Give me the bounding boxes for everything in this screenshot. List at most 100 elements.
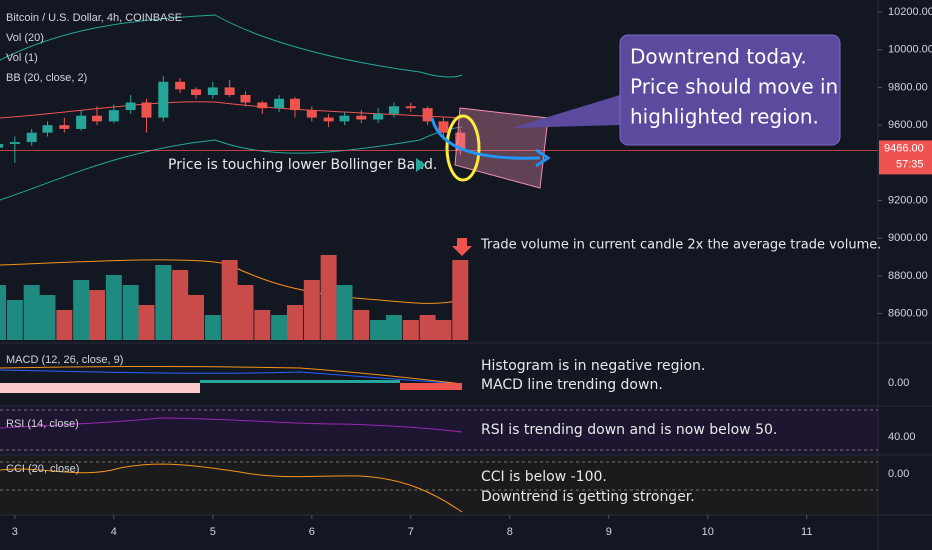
volume-bar: [435, 320, 452, 340]
candle-body: [92, 115, 103, 122]
x-tick-label: 6: [309, 526, 315, 538]
volume-bar: [204, 315, 221, 340]
x-tick-label: 4: [111, 526, 117, 538]
candle-body: [224, 87, 235, 95]
volume-bar: [254, 310, 271, 340]
candle-body: [323, 117, 334, 122]
callout-line: Downtrend today.: [630, 45, 807, 69]
volume-bar: [138, 305, 155, 340]
volume-bar: [402, 320, 419, 340]
callout-line: Price should move in: [630, 75, 838, 99]
x-tick-label: 5: [210, 526, 216, 538]
volume-bar: [172, 270, 189, 340]
legend-item: BB (20, close, 2): [6, 72, 87, 84]
level-lines: [0, 409, 878, 491]
pane-label: RSI (14, close): [6, 418, 79, 430]
macd-histogram: [0, 380, 462, 393]
volume-bar: [39, 295, 56, 340]
callout-line: highlighted region.: [630, 105, 819, 129]
volume-bar: [370, 320, 387, 340]
price-tag-label: 9466.00: [884, 142, 924, 154]
pane-tick: 40.00: [888, 431, 916, 443]
indicator-lines: [0, 14, 463, 513]
y-tick-label: 9200.00: [888, 194, 928, 206]
x-tick-label: 9: [606, 526, 612, 538]
annotation: MACD line trending down.: [481, 377, 663, 393]
candle-body: [175, 81, 186, 90]
callout-box: [619, 34, 841, 146]
volume-bar: [6, 300, 23, 340]
y-tick-label: 10000.00: [888, 44, 932, 56]
volume-bar: [286, 305, 303, 340]
x-tick-label: 7: [408, 526, 414, 538]
candle-body: [0, 143, 4, 148]
candle-body: [9, 142, 20, 144]
candle-body: [356, 115, 367, 120]
callout-pointer: [512, 95, 620, 128]
x-tick-label: 8: [507, 526, 513, 538]
volume-bar: [73, 280, 90, 340]
volume-bar: [303, 280, 320, 340]
annotation: Downtrend is getting stronger.: [481, 489, 695, 505]
countdown: 57:35: [896, 158, 924, 170]
trend-arrow-head: [535, 148, 551, 168]
volume-bar: [385, 315, 402, 340]
volume-bar: [187, 295, 204, 340]
candle-body: [438, 121, 449, 133]
pane-label: CCI (20, close): [6, 463, 79, 475]
volume-bar: [320, 255, 337, 340]
price-tag: [879, 140, 932, 175]
candle-body: [76, 115, 87, 129]
candle-body: [388, 106, 399, 114]
y-tick-label: 8600.00: [888, 308, 928, 320]
annotation: Price is touching lower Bollinger Band.: [168, 157, 437, 173]
candle-body: [59, 125, 70, 129]
x-tick-label: 11: [801, 526, 812, 538]
trend-arrow: [430, 117, 541, 160]
legend-item: Vol (20): [6, 32, 44, 44]
candle-body: [339, 115, 350, 122]
candle-body: [240, 94, 251, 103]
y-tick-label: 10200.00: [888, 6, 932, 18]
candle-body: [125, 102, 136, 111]
volume-bar: [221, 260, 238, 340]
volume-bar: [237, 285, 254, 340]
candle-body: [26, 132, 37, 143]
volume-bar: [353, 310, 370, 340]
volume-bar: [122, 285, 139, 340]
candle-body: [274, 98, 285, 109]
annotation: RSI is trending down and is now below 50…: [481, 422, 777, 438]
candle-body: [158, 81, 169, 118]
red-arrow: [452, 238, 472, 256]
pane-label: MACD (12, 26, close, 9): [6, 354, 123, 366]
y-tick-label: 9000.00: [888, 232, 928, 244]
candle-body: [455, 132, 466, 151]
candle-body: [207, 87, 218, 95]
legend-item: Vol (1): [6, 52, 38, 64]
candle-body: [257, 102, 268, 109]
annotation: Histogram is in negative region.: [481, 358, 705, 374]
y-tick-label: 9600.00: [888, 119, 928, 131]
chart-title: Bitcoin / U.S. Dollar, 4h, COINBASE: [6, 12, 182, 24]
volume-bar: [56, 310, 73, 340]
volume-bar: [89, 290, 106, 340]
annotation: Trade volume in current candle 2x the av…: [480, 238, 881, 253]
candle-body: [306, 110, 317, 118]
candle-body: [190, 89, 201, 95]
volume-bar: [23, 285, 40, 340]
volume-bar: [419, 315, 436, 340]
x-tick-label: 3: [12, 526, 18, 538]
candle-body: [289, 98, 300, 111]
candle-body: [405, 106, 416, 109]
highlight-ellipse: [445, 114, 481, 182]
volume-bar: [336, 285, 353, 340]
pane-tick: 0.00: [888, 468, 909, 480]
x-tick-label: 10: [702, 526, 714, 538]
volume-bar: [0, 285, 7, 340]
y-tick-label: 9800.00: [888, 81, 928, 93]
pane-tick: 0.00: [888, 377, 909, 389]
candle-body: [422, 108, 433, 122]
green-arrow: [416, 158, 426, 172]
